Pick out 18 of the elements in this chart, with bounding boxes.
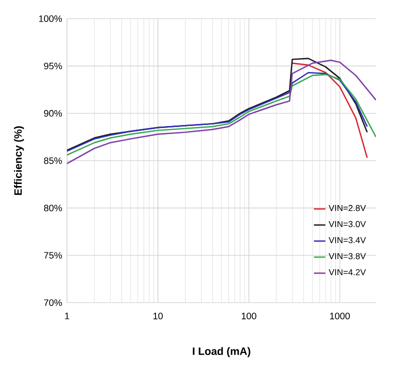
x-tick-label: 100: [242, 312, 256, 320]
x-tick-label: 1000: [330, 312, 350, 320]
y-tick-label: 85%: [44, 157, 62, 164]
legend-label: VIN=3.4V: [328, 237, 366, 244]
x-axis-title: I Load (mA): [192, 347, 250, 358]
y-tick-label: 95%: [44, 62, 62, 70]
y-tick-label: 100%: [39, 15, 62, 22]
legend-label: VIN=2.8V: [328, 204, 366, 212]
legend-label: VIN=4.2V: [328, 269, 366, 276]
y-tick-label: 80%: [44, 204, 62, 212]
y-axis-title: Efficiency (%): [14, 126, 24, 195]
x-tick-label: 1: [65, 312, 70, 320]
y-tick-label: 90%: [44, 110, 62, 117]
y-tick-label: 70%: [44, 299, 62, 306]
y-tick-label: 75%: [44, 252, 62, 259]
legend-label: VIN=3.8V: [328, 253, 366, 260]
x-tick-label: 10: [153, 312, 163, 320]
legend-label: VIN=3.0V: [328, 220, 366, 228]
